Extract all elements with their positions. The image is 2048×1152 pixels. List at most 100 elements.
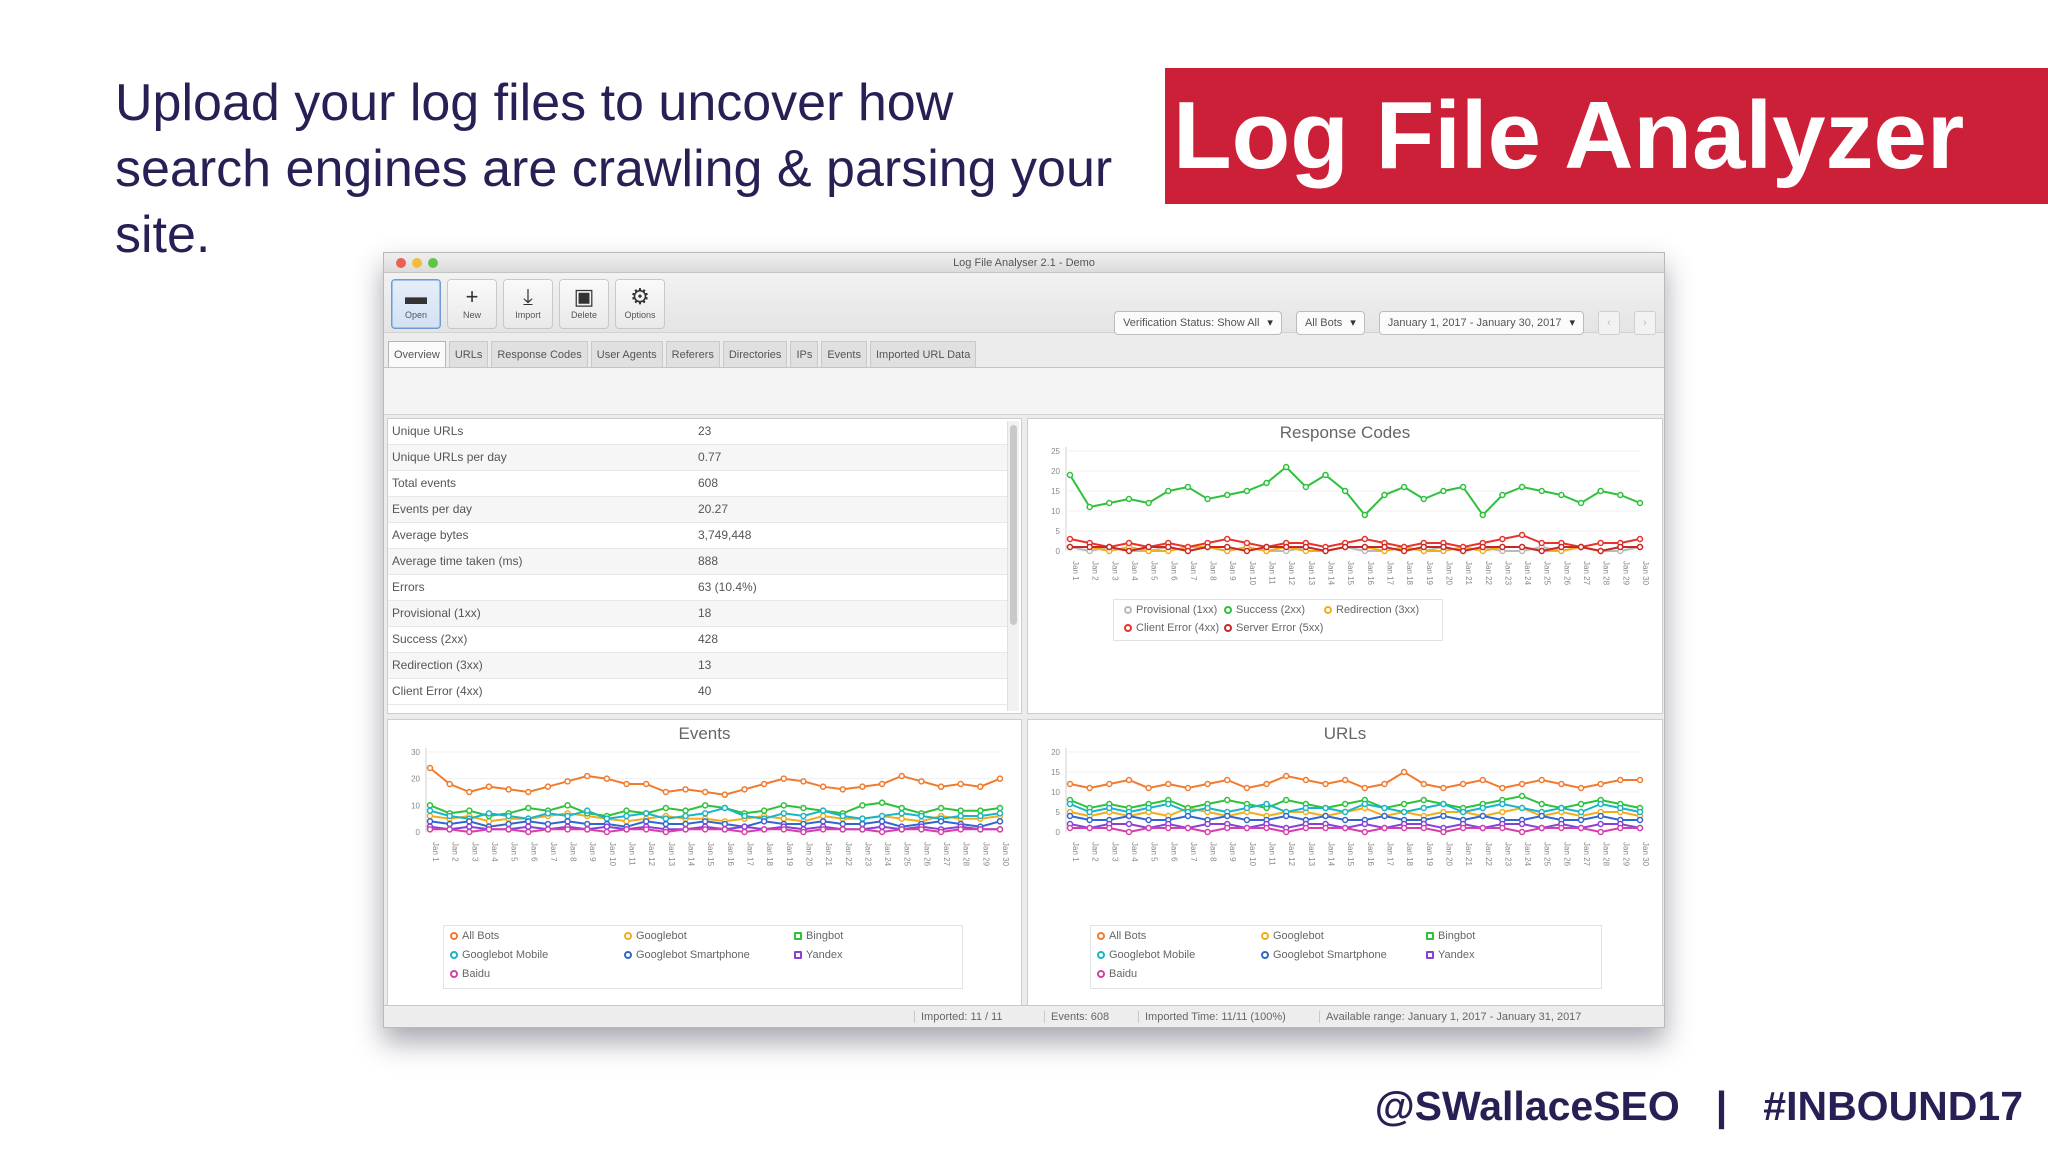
data-point bbox=[898, 810, 905, 817]
series-line bbox=[1070, 827, 1640, 834]
x-tick-label: Jan 2 bbox=[1091, 842, 1100, 862]
data-point bbox=[1499, 824, 1506, 832]
data-point bbox=[1184, 547, 1192, 555]
minimize-window-button[interactable] bbox=[412, 258, 422, 268]
data-point bbox=[1302, 804, 1310, 812]
data-point bbox=[859, 820, 866, 828]
legend-label: Bingbot bbox=[806, 930, 844, 942]
toolbar-delete-button[interactable]: ▣ Delete bbox=[559, 279, 609, 329]
data-point bbox=[1499, 543, 1506, 551]
table-row[interactable]: Unique URLs per day 0.77 bbox=[388, 445, 1008, 471]
data-point bbox=[800, 778, 807, 785]
legend-label: Googlebot Mobile bbox=[462, 949, 549, 961]
legend-item[interactable]: Googlebot Mobile bbox=[1097, 949, 1195, 961]
legend-item[interactable]: Redirection (3xx) bbox=[1324, 604, 1419, 616]
next-range-button[interactable]: › bbox=[1634, 311, 1656, 335]
data-point bbox=[1066, 543, 1074, 551]
table-row[interactable]: Average time taken (ms) 888 bbox=[388, 549, 1008, 575]
tab-overview[interactable]: Overview bbox=[388, 341, 446, 367]
legend-item[interactable]: Googlebot Smartphone bbox=[1261, 949, 1387, 961]
table-row[interactable]: Average bytes 3,749,448 bbox=[388, 523, 1008, 549]
bot-type-select[interactable]: All Bots bbox=[1295, 311, 1365, 335]
tab-urls[interactable]: URLs bbox=[448, 341, 489, 367]
window-titlebar[interactable]: Log File Analyser 2.1 - Demo bbox=[384, 253, 1664, 273]
toolbar-open-button[interactable]: ▬ Open bbox=[391, 279, 441, 329]
table-row[interactable]: Unique URLs 23 bbox=[388, 419, 1008, 445]
legend-item[interactable]: Yandex bbox=[794, 949, 843, 961]
series-line bbox=[1069, 770, 1640, 790]
table-row[interactable]: Provisional (1xx) 18 bbox=[388, 601, 1008, 627]
data-point bbox=[1361, 828, 1369, 836]
data-point bbox=[898, 804, 905, 812]
data-point bbox=[1440, 812, 1447, 820]
table-row[interactable]: Errors 63 (10.4%) bbox=[388, 575, 1008, 601]
data-point bbox=[682, 786, 689, 793]
scrollbar-thumb[interactable] bbox=[1010, 425, 1017, 625]
data-point bbox=[898, 815, 905, 822]
legend-item[interactable]: Baidu bbox=[1097, 968, 1137, 980]
data-point bbox=[662, 828, 670, 836]
table-row[interactable]: Redirection (3xx) 13 bbox=[388, 653, 1008, 679]
y-tick-label: 20 bbox=[1051, 748, 1060, 757]
stats-scrollbar[interactable] bbox=[1007, 421, 1019, 711]
data-point bbox=[1597, 800, 1604, 808]
tab-events[interactable]: Events bbox=[821, 341, 867, 367]
legend-marker bbox=[450, 932, 458, 940]
table-row[interactable]: Success (2xx) 428 bbox=[388, 627, 1008, 653]
x-tick-label: Jan 13 bbox=[1307, 561, 1316, 586]
tab-ips[interactable]: IPs bbox=[790, 341, 819, 367]
data-point bbox=[1400, 768, 1408, 776]
legend-item[interactable]: Server Error (5xx) bbox=[1224, 622, 1323, 634]
verification-status-select[interactable]: Verification Status: Show All bbox=[1114, 311, 1282, 335]
legend-item[interactable]: Googlebot Smartphone bbox=[624, 949, 750, 961]
toolbar-import-button[interactable]: ⤓ Import bbox=[503, 279, 553, 329]
x-tick-label: Jan 7 bbox=[1189, 842, 1198, 862]
date-range-select[interactable]: January 1, 2017 - January 30, 2017 bbox=[1378, 311, 1584, 335]
zoom-window-button[interactable] bbox=[428, 258, 438, 268]
urls-chart: 0 5 10 15 20 Jan 1 Jan 2 Jan 3 Jan 4 Jan 5 Jan 6 Ja… bbox=[1051, 748, 1650, 867]
data-point bbox=[1459, 483, 1467, 491]
legend-item[interactable]: Bingbot bbox=[794, 930, 843, 942]
toolbar-options-button[interactable]: ⚙ Options bbox=[615, 279, 665, 329]
legend-item[interactable]: All Bots bbox=[1097, 930, 1146, 942]
tab-referers[interactable]: Referers bbox=[665, 341, 720, 367]
legend-item[interactable]: Yandex bbox=[1426, 949, 1475, 961]
x-tick-label: Jan 10 bbox=[608, 842, 617, 867]
data-point bbox=[1538, 487, 1545, 495]
prev-range-button[interactable]: ‹ bbox=[1598, 311, 1620, 335]
toolbar-new-button[interactable]: + New bbox=[447, 279, 497, 329]
data-point bbox=[1617, 776, 1624, 784]
legend-item[interactable]: Googlebot bbox=[624, 930, 687, 942]
table-row[interactable]: Client Error (4xx) 40 bbox=[388, 679, 1008, 705]
data-point bbox=[564, 778, 571, 785]
legend-item[interactable]: Bingbot bbox=[1426, 930, 1475, 942]
legend-item[interactable]: Client Error (4xx) bbox=[1124, 622, 1219, 634]
table-row[interactable]: Total events 608 bbox=[388, 471, 1008, 497]
tab-imported-url-data[interactable]: Imported URL Data bbox=[869, 341, 977, 367]
table-row[interactable]: Events per day 20.27 bbox=[388, 497, 1008, 523]
tab-user-agents[interactable]: User Agents bbox=[590, 341, 663, 367]
legend-item[interactable]: Googlebot bbox=[1261, 930, 1324, 942]
title-banner: Log File Analyzer bbox=[1165, 68, 2048, 204]
data-point bbox=[564, 802, 571, 809]
x-tick-label: Jan 7 bbox=[549, 842, 558, 862]
legend-item[interactable]: All Bots bbox=[450, 930, 499, 942]
data-point bbox=[505, 812, 512, 820]
tab-response-codes[interactable]: Response Codes bbox=[491, 341, 588, 367]
stat-value: 13 bbox=[698, 658, 712, 672]
data-point bbox=[957, 807, 964, 814]
data-point bbox=[1381, 780, 1388, 788]
legend-item[interactable]: Googlebot Mobile bbox=[450, 949, 548, 961]
download-icon: ⤓ bbox=[523, 284, 533, 309]
x-tick-label: Jan 24 bbox=[883, 842, 892, 867]
tab-directories[interactable]: Directories bbox=[722, 341, 788, 367]
legend-item[interactable]: Provisional (1xx) bbox=[1124, 604, 1217, 616]
data-point bbox=[1223, 776, 1231, 784]
close-window-button[interactable] bbox=[396, 258, 406, 268]
legend-item[interactable]: Success (2xx) bbox=[1224, 604, 1305, 616]
data-point bbox=[1322, 812, 1329, 820]
legend-item[interactable]: Baidu bbox=[450, 968, 490, 980]
data-point bbox=[1106, 499, 1113, 507]
data-point bbox=[1243, 784, 1251, 792]
data-point bbox=[1597, 812, 1604, 820]
